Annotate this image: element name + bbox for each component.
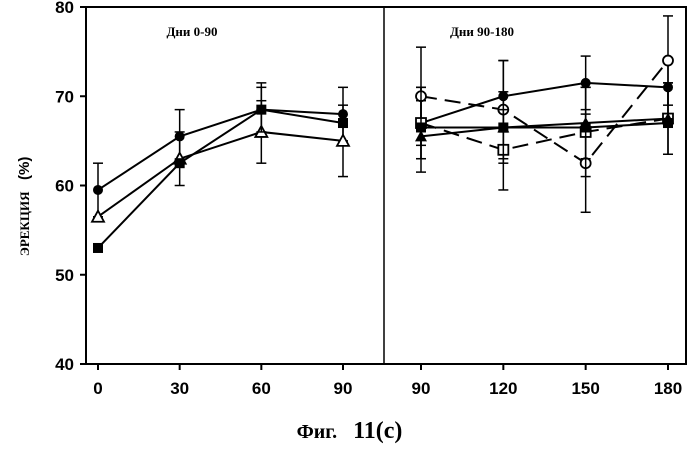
- caption-number: 11(c): [353, 418, 402, 444]
- chart-ticks: 40 50 60 70 80 0 30 60 90 90 120 150 180: [55, 0, 682, 398]
- marker-p0-2-0: [93, 243, 103, 253]
- x-tick-label-p0-1: 30: [170, 379, 189, 398]
- marker-p0-2-1: [175, 158, 185, 168]
- x-tick-label-p1-0: 90: [412, 379, 431, 398]
- marker-p0-0-0: [93, 185, 103, 195]
- marker-p1-1-3: [663, 56, 673, 66]
- series-p1-0: [416, 56, 673, 159]
- y-axis-label: ЭРЕКЦИЯ (%): [16, 157, 33, 256]
- y-tick-label-4: 80: [55, 0, 74, 17]
- x-tick-label-p1-2: 150: [571, 379, 599, 398]
- y-tick-label-1: 50: [55, 266, 74, 285]
- series-line-p0-1: [98, 132, 343, 217]
- marker-p0-2-3: [338, 118, 348, 128]
- marker-p1-4-0: [416, 122, 426, 132]
- x-tick-label-p0-2: 60: [252, 379, 271, 398]
- panel-title-right: Дни 90-180: [450, 24, 514, 39]
- y-tick-label-0: 40: [55, 355, 74, 374]
- marker-p1-0-2: [581, 78, 591, 88]
- x-tick-label-p1-1: 120: [489, 379, 517, 398]
- series-p1-1: [416, 16, 673, 212]
- y-axis-label-text: ЭРЕКЦИЯ: [17, 191, 32, 256]
- series-line-p0-2: [98, 110, 343, 248]
- caption-prefix: Фиг.: [297, 421, 338, 443]
- marker-p1-4-2: [581, 122, 591, 132]
- y-tick-label-3: 70: [55, 87, 74, 106]
- figure-caption: Фиг. 11(c): [0, 418, 699, 445]
- y-tick-label-2: 60: [55, 177, 74, 196]
- series-p0-0: [93, 83, 348, 217]
- x-tick-label-p0-0: 0: [93, 379, 102, 398]
- marker-p1-4-3: [663, 118, 673, 128]
- y-axis-label-unit: (%): [16, 157, 33, 180]
- x-tick-label-p0-3: 90: [334, 379, 353, 398]
- series-p0-1: [92, 101, 349, 222]
- chart-series: [92, 16, 674, 253]
- series-line-p1-2: [421, 119, 668, 150]
- panel-title-left: Дни 0-90: [166, 24, 217, 39]
- marker-p1-4-1: [498, 122, 508, 132]
- marker-p0-2-2: [256, 105, 266, 115]
- x-tick-label-p1-3: 180: [654, 379, 682, 398]
- series-line-p0-0: [98, 110, 343, 190]
